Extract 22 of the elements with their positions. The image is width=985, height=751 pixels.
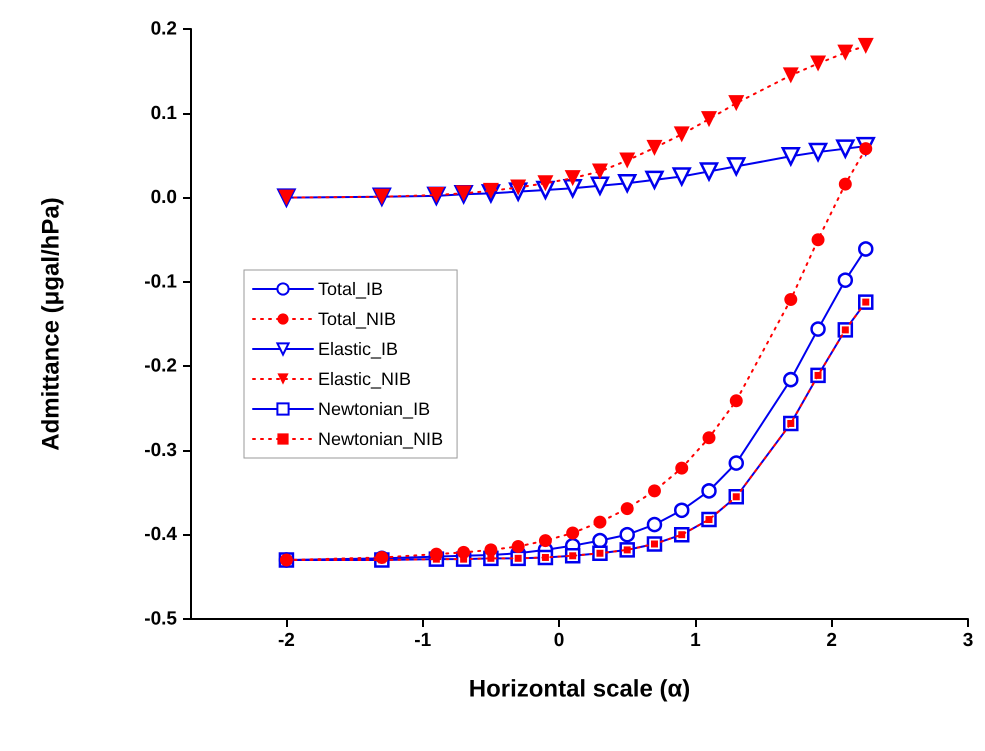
legend-label: Elastic_IB xyxy=(318,339,398,359)
x-tick-label: 1 xyxy=(690,630,702,651)
legend-label: Total_NIB xyxy=(318,309,396,329)
x-tick-label: 3 xyxy=(962,630,974,651)
legend-label: Elastic_NIB xyxy=(318,369,412,389)
y-tick-label: -0.4 xyxy=(144,524,178,546)
x-tick-label: -2 xyxy=(278,630,295,651)
x-axis-title: Horizontal scale (α) xyxy=(468,676,690,702)
y-axis-title: Admittance (μgal/hPa) xyxy=(38,197,64,451)
y-tick-label: 0.2 xyxy=(150,18,177,40)
x-tick-label: 0 xyxy=(554,630,564,651)
y-tick-label: -0.3 xyxy=(144,440,177,461)
y-tick-label: -0.5 xyxy=(144,608,178,630)
legend-label: Total_IB xyxy=(318,279,384,299)
x-tick-label: -1 xyxy=(414,630,432,651)
y-tick-label: 0.0 xyxy=(150,187,177,208)
legend-label: Newtonian_IB xyxy=(318,399,430,419)
y-tick-label: 0.1 xyxy=(150,102,178,124)
x-tick-label: 2 xyxy=(826,630,837,651)
y-tick-label: -0.1 xyxy=(144,271,178,292)
legend-label: Newtonian_NIB xyxy=(318,429,444,449)
y-tick-label: -0.2 xyxy=(144,356,177,377)
